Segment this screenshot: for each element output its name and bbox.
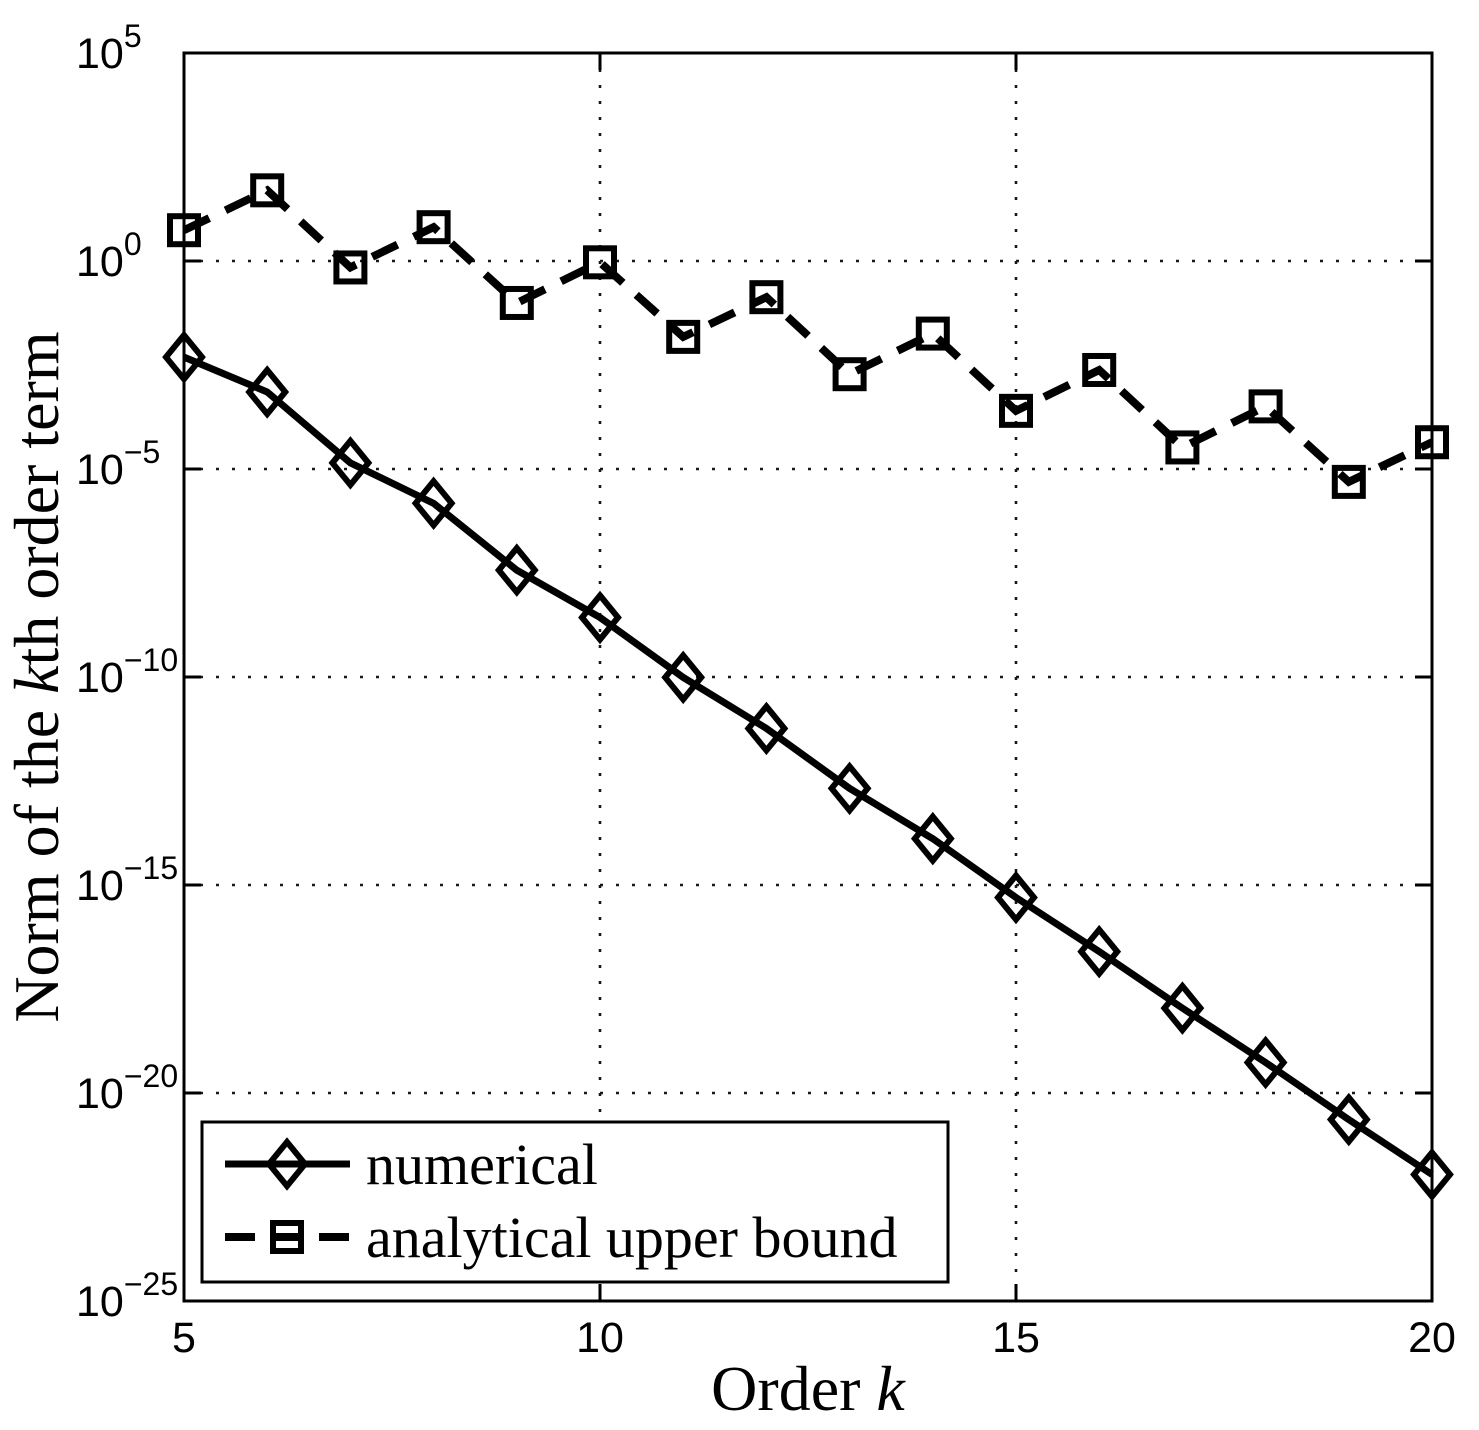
x-tick-label-10: 10 — [576, 1314, 624, 1362]
x-tick-label-5: 5 — [172, 1314, 196, 1362]
marker-numerical-k8 — [411, 476, 456, 531]
marker-analytical-upper-bound-k14 — [915, 316, 950, 351]
legend-entry-analytical-upper-bound: analytical upper bound — [225, 1205, 898, 1270]
series-numerical — [162, 330, 1454, 1202]
marker-analytical-upper-bound-k5 — [167, 213, 201, 248]
marker-analytical-upper-bound-k17 — [1165, 430, 1200, 465]
legend-entry-numerical: numerical — [225, 1132, 598, 1197]
marker-analytical-upper-bound-k16 — [1082, 352, 1117, 387]
legend-marker-analytical-upper-bound — [270, 1220, 304, 1254]
x-axis-label: Order k — [711, 1353, 906, 1424]
marker-numerical-k9 — [494, 543, 539, 597]
x-tick-labels: 5 10 15 20 — [172, 1314, 1456, 1362]
marker-numerical-k6 — [245, 365, 290, 419]
legend-box — [200, 1120, 950, 1284]
marker-analytical-upper-bound-k8 — [416, 210, 451, 245]
marker-analytical-upper-bound-k19 — [1331, 464, 1366, 499]
plot-border — [182, 51, 1434, 1303]
legend-label-numerical: numerical — [366, 1132, 598, 1197]
marker-numerical-k14 — [910, 811, 955, 866]
marker-analytical-upper-bound-k18 — [1248, 389, 1283, 424]
x-tick-label-20: 20 — [1408, 1314, 1456, 1362]
marker-numerical-k11 — [661, 650, 706, 705]
legend-label-analytical-upper-bound: analytical upper bound — [366, 1205, 898, 1270]
marker-numerical-k18 — [1243, 1035, 1288, 1090]
marker-numerical-k10 — [578, 590, 622, 645]
series-analytical-upper-bound — [167, 173, 1449, 499]
marker-analytical-upper-bound-k15 — [999, 393, 1033, 428]
marker-numerical-k20 — [1410, 1147, 1454, 1202]
marker-numerical-k15 — [994, 870, 1038, 925]
series-analytical-upper-bound-line — [182, 185, 1434, 487]
marker-numerical-k7 — [328, 436, 373, 490]
marker-analytical-upper-bound-k9 — [499, 285, 534, 320]
x-tick-label-15: 15 — [992, 1314, 1040, 1362]
marker-analytical-upper-bound-k13 — [832, 357, 867, 392]
marker-analytical-upper-bound-k11 — [666, 319, 701, 354]
marker-analytical-upper-bound-k20 — [1415, 425, 1449, 460]
marker-numerical-k19 — [1326, 1092, 1371, 1147]
marker-analytical-upper-bound-k10 — [583, 245, 617, 280]
marker-analytical-upper-bound-k12 — [749, 280, 784, 315]
marker-numerical-k16 — [1077, 924, 1122, 979]
y-axis-label: Norm of the kth order term — [1, 331, 72, 1022]
gridlines — [184, 53, 1432, 1301]
legend: numerical analytical upper bound — [200, 1120, 950, 1284]
marker-numerical-k5 — [162, 330, 206, 384]
marker-analytical-upper-bound-k7 — [333, 250, 368, 285]
marker-numerical-k12 — [744, 701, 789, 756]
marker-analytical-upper-bound-k6 — [250, 173, 285, 208]
legend-marker-numerical — [265, 1137, 309, 1191]
marker-numerical-k13 — [827, 761, 872, 816]
marker-numerical-k17 — [1160, 981, 1205, 1035]
series-numerical-line — [182, 353, 1434, 1178]
